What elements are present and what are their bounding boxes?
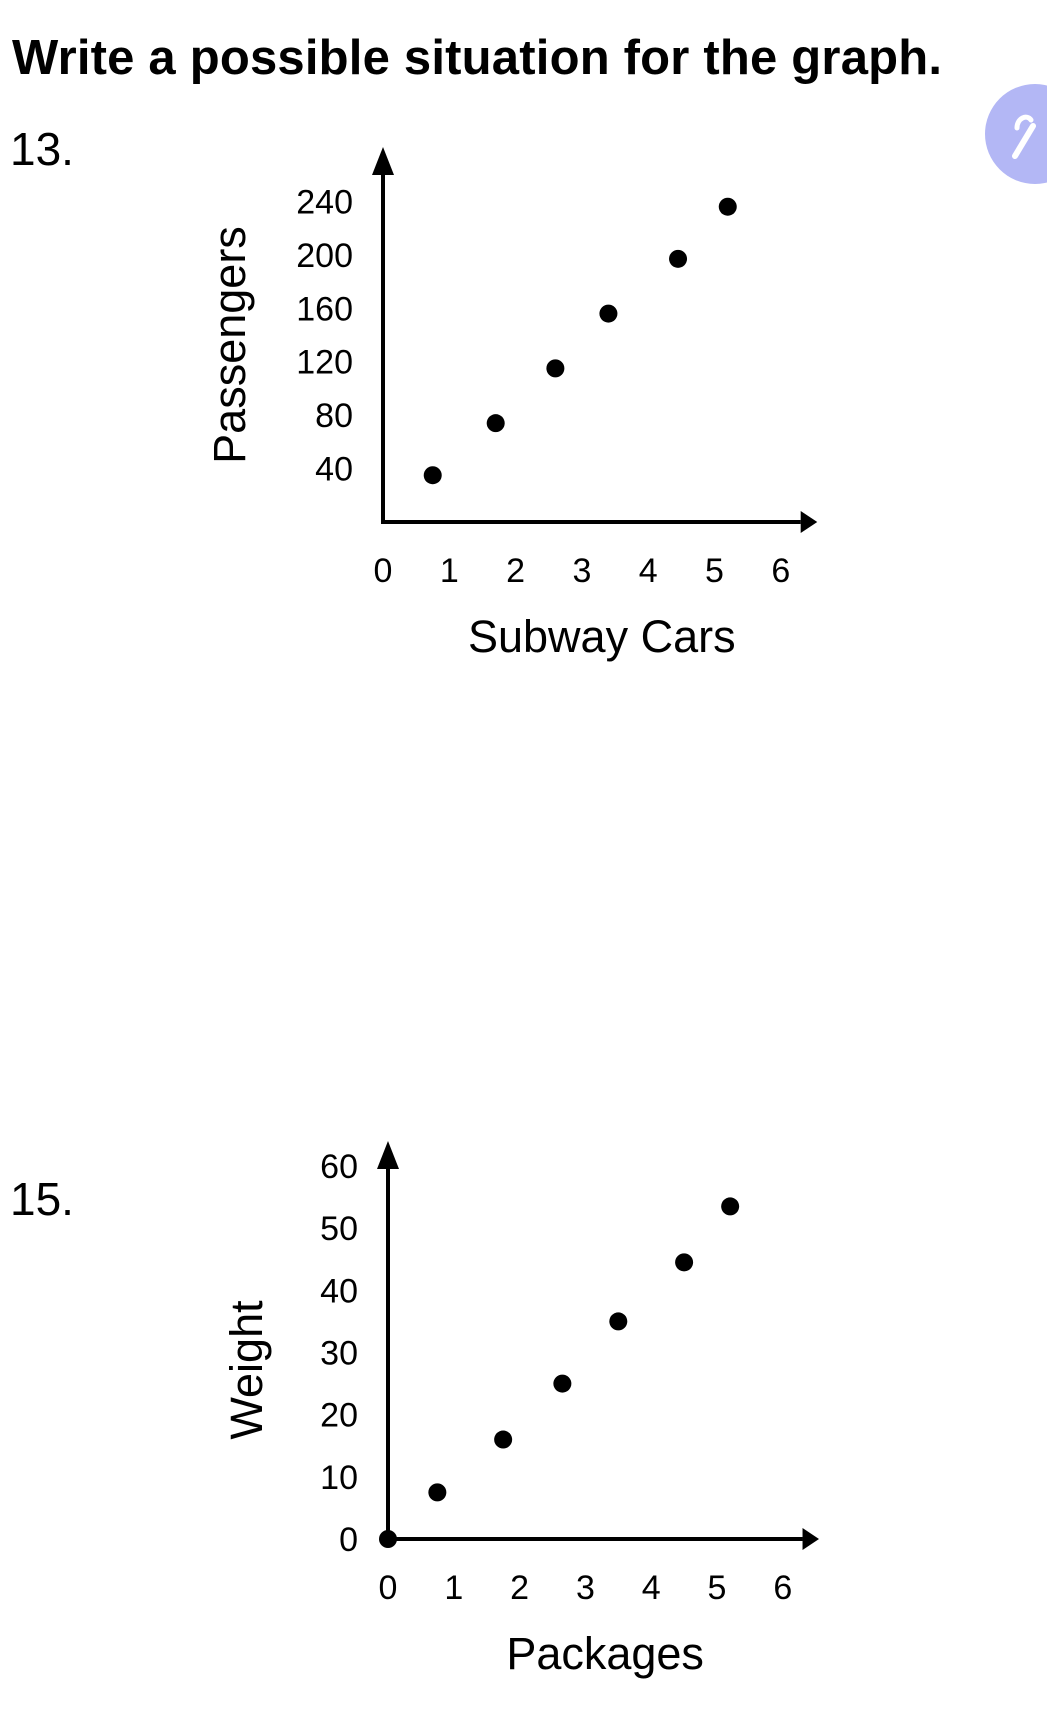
y-tick-label: 0 [339,1521,358,1559]
x-tick-label: 6 [773,1569,792,1607]
y-axis-title: Passengers [204,226,255,464]
y-tick-label: 50 [320,1210,358,1248]
x-tick-label: 0 [374,552,393,590]
y-tick-label: 40 [315,451,353,489]
x-tick-label: 1 [440,552,459,590]
x-axis-title: Packages [506,1628,704,1679]
x-tick-label: 2 [510,1569,529,1607]
y-tick-label: 80 [315,397,353,435]
x-tick-label: 3 [572,552,591,590]
y-axis-title: Weight [221,1300,272,1440]
data-point [553,1374,572,1393]
x-tick-label: 3 [576,1569,595,1607]
y-tick-label: 20 [320,1397,358,1435]
x-tick-label: 5 [708,1569,727,1607]
passengers-vs-subway-cars-chart: 0 1 2 3 4 5 6 40 80 120 160 200 240 Subway Cars Passen… [204,147,818,662]
x-tick-label: 1 [444,1569,463,1607]
data-point [494,1430,513,1449]
question-13-number: 13. [10,123,74,175]
x-tick-label: 5 [705,552,724,590]
y-tick-label: 240 [296,183,353,221]
data-point [669,249,688,268]
pen-icon[interactable] [985,84,1047,184]
x-tick-label: 0 [379,1569,398,1607]
data-point [486,414,505,433]
x-axis-arrow [802,1528,819,1550]
data-point [379,1530,397,1548]
y-tick-label: 60 [320,1148,358,1186]
y-tick-label: 120 [296,344,353,382]
x-tick-label: 4 [639,552,658,590]
y-axis-arrow [372,147,394,175]
data-point [423,466,442,485]
data-point [721,1197,740,1216]
x-tick-label: 6 [771,552,790,590]
data-point [609,1312,628,1331]
y-tick-label: 10 [320,1459,358,1497]
data-point [599,304,618,323]
y-tick-label: 200 [296,237,353,275]
data-point [428,1483,447,1502]
data-point [546,359,565,378]
data-point [675,1253,694,1272]
x-tick-label: 4 [642,1569,661,1607]
data-point [718,197,737,216]
y-tick-label: 160 [296,290,353,328]
x-axis-title: Subway Cars [468,611,736,662]
worksheet-heading: Write a possible situation for the graph… [12,31,943,85]
y-tick-label: 40 [320,1272,358,1310]
x-axis-arrow [800,511,818,533]
y-axis-arrow [377,1141,399,1169]
x-tick-label: 2 [506,552,525,590]
question-15-number: 15. [10,1173,74,1225]
y-tick-label: 30 [320,1335,358,1373]
